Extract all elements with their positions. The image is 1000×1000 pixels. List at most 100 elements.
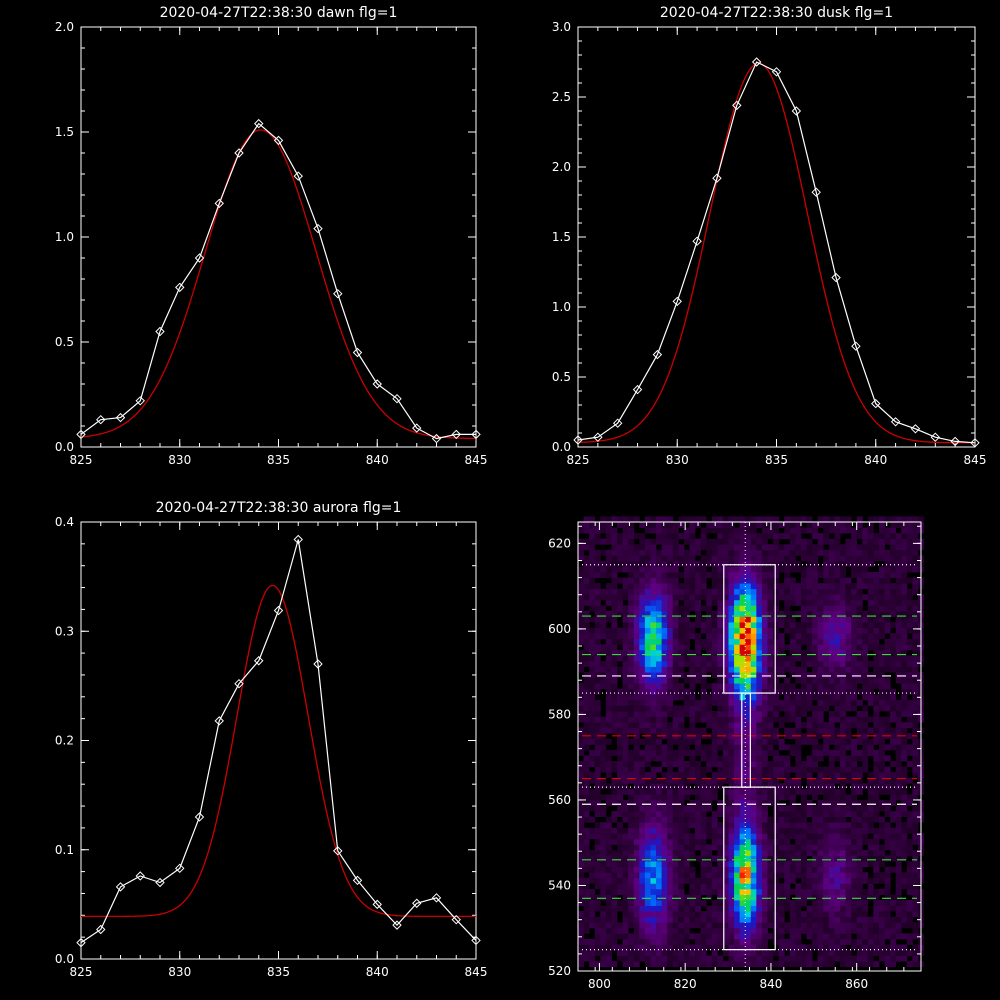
heatmap-cell: [661, 894, 668, 901]
heatmap-cell: [817, 538, 824, 545]
heatmap-cell: [867, 616, 874, 623]
heatmap-cell: [594, 749, 601, 756]
heatmap-cell: [644, 622, 651, 629]
heatmap-cell: [895, 622, 902, 629]
heatmap-cell: [589, 894, 596, 901]
heatmap-cell: [622, 922, 629, 929]
heatmap-cell: [594, 549, 601, 556]
heatmap-cell: [851, 833, 858, 840]
heatmap-cell: [628, 605, 635, 612]
heatmap-cell: [728, 538, 735, 545]
heatmap-cell: [867, 838, 874, 845]
heatmap-cell: [678, 844, 685, 851]
heatmap-cell: [856, 894, 863, 901]
heatmap-cell: [600, 516, 607, 523]
heatmap-cell: [778, 544, 785, 551]
heatmap-cell: [717, 683, 724, 690]
heatmap-cell: [767, 638, 774, 645]
heatmap-cell: [700, 566, 707, 573]
heatmap-cell: [767, 888, 774, 895]
heatmap-cell: [717, 944, 724, 951]
heatmap-cell: [639, 955, 646, 962]
heatmap-cell: [728, 655, 735, 662]
heatmap-cell: [756, 938, 763, 945]
heatmap-cell: [589, 638, 596, 645]
heatmap-cell: [734, 883, 741, 890]
x-tick-label: 825: [70, 453, 93, 467]
heatmap-cell: [745, 522, 752, 528]
heatmap-cell: [867, 699, 874, 706]
heatmap-cell: [828, 905, 835, 912]
heatmap-cell: [778, 811, 785, 818]
heatmap-cell: [722, 872, 729, 879]
heatmap-cell: [728, 738, 735, 745]
heatmap-cell: [734, 688, 741, 695]
heatmap-cell: [605, 888, 612, 895]
heatmap-cell: [912, 622, 919, 629]
heatmap-cell: [750, 699, 757, 706]
heatmap-cell: [773, 811, 780, 818]
heatmap-cell: [717, 922, 724, 929]
heatmap-cell: [912, 683, 919, 690]
heatmap-cell: [683, 555, 690, 562]
heatmap-cell: [878, 655, 885, 662]
heatmap-cell: [901, 705, 908, 712]
heatmap-cell: [611, 838, 618, 845]
heatmap-cell: [862, 527, 869, 534]
heatmap-cell: [773, 544, 780, 551]
heatmap-cell: [689, 544, 696, 551]
heatmap-cell: [683, 633, 690, 640]
heatmap-cell: [784, 883, 791, 890]
heatmap-cell: [767, 894, 774, 901]
heatmap-cell: [734, 549, 741, 556]
heatmap-cell: [873, 933, 880, 940]
heatmap-cell: [823, 877, 830, 884]
heatmap-cell: [761, 716, 768, 723]
heatmap-cell: [739, 649, 746, 656]
heatmap-cell: [884, 866, 891, 873]
heatmap-cell: [711, 911, 718, 918]
heatmap-cell: [639, 855, 646, 862]
heatmap-cell: [817, 566, 824, 573]
heatmap-cell: [672, 610, 679, 617]
y-tick-label: 0.3: [55, 624, 74, 638]
heatmap-cell: [689, 705, 696, 712]
heatmap-cell: [839, 933, 846, 940]
heatmap-cell: [589, 833, 596, 840]
heatmap-cell: [745, 627, 752, 634]
heatmap-cell: [873, 716, 880, 723]
heatmap-cell: [823, 799, 830, 806]
y-tick-label: 1.5: [552, 230, 571, 244]
heatmap-cell: [773, 583, 780, 590]
heatmap-cell: [745, 744, 752, 751]
heatmap-cell: [633, 822, 640, 829]
heatmap-cell: [589, 649, 596, 656]
y-tick-label: 1.5: [55, 125, 74, 139]
heatmap-cell: [717, 633, 724, 640]
data-point: [254, 656, 264, 666]
heatmap-cell: [789, 861, 796, 868]
heatmap-cell: [845, 694, 852, 701]
heatmap-cell: [722, 961, 729, 968]
heatmap-cell: [622, 688, 629, 695]
heatmap-cell: [706, 605, 713, 612]
heatmap-cell: [912, 861, 919, 868]
heatmap-cell: [817, 900, 824, 906]
heatmap-cell: [817, 588, 824, 595]
heatmap-cell: [672, 560, 679, 567]
heatmap-cell: [578, 660, 584, 667]
heatmap-cell: [761, 844, 768, 851]
heatmap-cell: [667, 811, 674, 818]
heatmap-cell: [656, 911, 662, 918]
heatmap-cell: [845, 599, 852, 606]
heatmap-cell: [661, 566, 668, 573]
heatmap-cell: [912, 744, 919, 751]
heatmap-cell: [901, 955, 908, 962]
heatmap-cell: [667, 861, 674, 868]
heatmap-cell: [739, 577, 746, 584]
heatmap-cell: [717, 738, 724, 745]
heatmap-cell: [795, 900, 802, 906]
heatmap-cell: [895, 722, 902, 729]
heatmap-cell: [678, 594, 685, 601]
heatmap-cell: [767, 933, 774, 940]
